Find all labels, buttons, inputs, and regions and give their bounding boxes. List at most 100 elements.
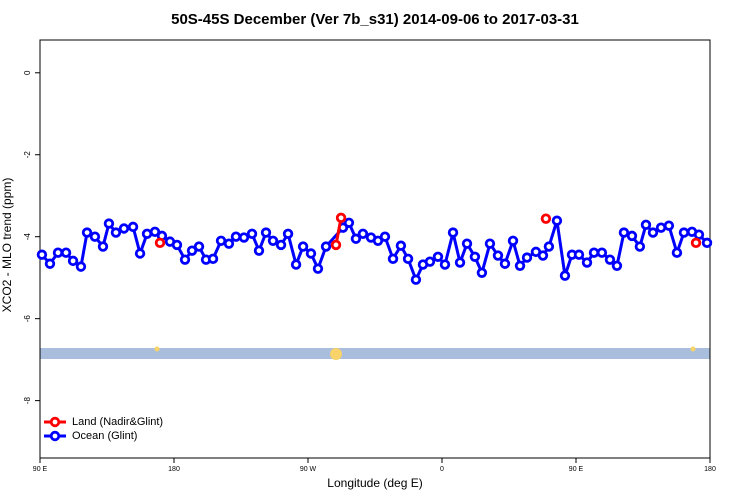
data-point — [439, 259, 451, 270]
plot-layer: 90 E 180 90 W 0 90 E 180 0 -2 -4 -6 -8 Land (Nadir&… — [23, 70, 716, 473]
x-axis-label: Longitude (deg E) — [327, 476, 422, 490]
data-point — [223, 238, 235, 249]
data-point — [81, 227, 93, 238]
data-point — [690, 237, 702, 249]
y-tick-label: -2 — [23, 151, 32, 159]
data-point — [103, 218, 115, 229]
data-point — [573, 249, 585, 260]
data-point — [596, 247, 608, 258]
plot-frame — [39, 39, 711, 459]
data-point — [60, 247, 72, 258]
data-point — [499, 258, 511, 269]
data-point — [543, 241, 555, 252]
data-point — [179, 254, 191, 265]
y-tick-label: -8 — [23, 397, 32, 405]
data-point — [655, 222, 667, 233]
data-point — [297, 241, 309, 252]
data-point — [312, 263, 324, 274]
data-point — [537, 250, 549, 261]
y-axis-label: XCO2 - MLO trend (ppm) — [0, 178, 14, 313]
data-point — [447, 227, 459, 238]
coverage-spot — [154, 346, 160, 352]
data-point — [67, 255, 79, 267]
legend-marker — [49, 430, 61, 442]
data-point — [89, 231, 101, 242]
data-point — [647, 227, 659, 238]
data-point — [171, 239, 183, 251]
data-point — [118, 223, 130, 234]
data-point — [618, 227, 630, 238]
data-point — [253, 245, 265, 256]
data-point — [671, 247, 683, 258]
data-point — [701, 237, 713, 249]
data-point — [134, 248, 146, 259]
data-point — [320, 241, 332, 252]
data-point — [343, 217, 355, 228]
data-point — [357, 228, 369, 240]
data-point — [330, 239, 342, 251]
data-point — [454, 257, 466, 268]
data-point — [551, 215, 563, 226]
data-point — [97, 241, 109, 252]
data-point — [492, 250, 504, 261]
coverage-spot — [690, 346, 696, 352]
data-point — [36, 249, 48, 260]
data-point — [335, 212, 347, 224]
data-point — [540, 213, 552, 224]
data-point — [350, 233, 362, 244]
coverage-spot — [330, 348, 342, 360]
data-point — [230, 231, 242, 242]
data-point — [410, 274, 422, 285]
legend-label: Land (Nadir&Glint) — [72, 416, 163, 428]
data-point — [282, 228, 294, 240]
data-point — [395, 240, 407, 251]
data-point — [238, 232, 250, 243]
data-point — [275, 239, 287, 251]
coverage-band — [40, 348, 710, 359]
data-point — [559, 270, 571, 281]
data-point — [507, 235, 519, 247]
data-point — [424, 256, 436, 267]
data-point — [634, 241, 646, 252]
data-point — [141, 228, 153, 240]
data-point — [476, 267, 488, 278]
data-point — [260, 227, 272, 238]
data-point — [246, 228, 258, 240]
data-point — [484, 238, 496, 249]
data-point — [44, 258, 56, 269]
data-point — [663, 220, 675, 231]
x-tick-label: 180 — [704, 466, 716, 473]
data-point — [52, 247, 64, 258]
x-tick-label: 0 — [440, 466, 444, 473]
data-point — [469, 251, 481, 262]
legend-marker — [49, 416, 61, 428]
data-point — [626, 230, 638, 242]
data-point — [290, 259, 302, 270]
data-point — [611, 260, 623, 272]
data-point — [387, 253, 399, 265]
legend-label: Ocean (Glint) — [72, 430, 137, 442]
x-tick-label: 90 E — [33, 466, 48, 473]
data-point — [402, 253, 414, 265]
data-point — [581, 257, 593, 268]
x-tick-label: 90 E — [569, 466, 584, 473]
data-point — [267, 235, 279, 247]
data-point — [640, 219, 652, 231]
data-point — [305, 248, 317, 259]
data-point — [154, 237, 166, 249]
x-tick-label: 90 W — [300, 466, 317, 473]
data-point — [75, 261, 87, 272]
data-point — [127, 221, 139, 233]
data-point — [514, 260, 526, 272]
data-point — [461, 238, 473, 249]
data-point — [110, 227, 122, 238]
y-tick-label: 0 — [23, 70, 32, 75]
data-point — [432, 251, 444, 262]
data-point — [215, 235, 227, 247]
data-point — [693, 229, 705, 240]
y-tick-label: -6 — [23, 315, 32, 323]
y-tick-label: -4 — [23, 233, 32, 241]
data-point — [193, 241, 205, 252]
data-point — [521, 252, 533, 263]
